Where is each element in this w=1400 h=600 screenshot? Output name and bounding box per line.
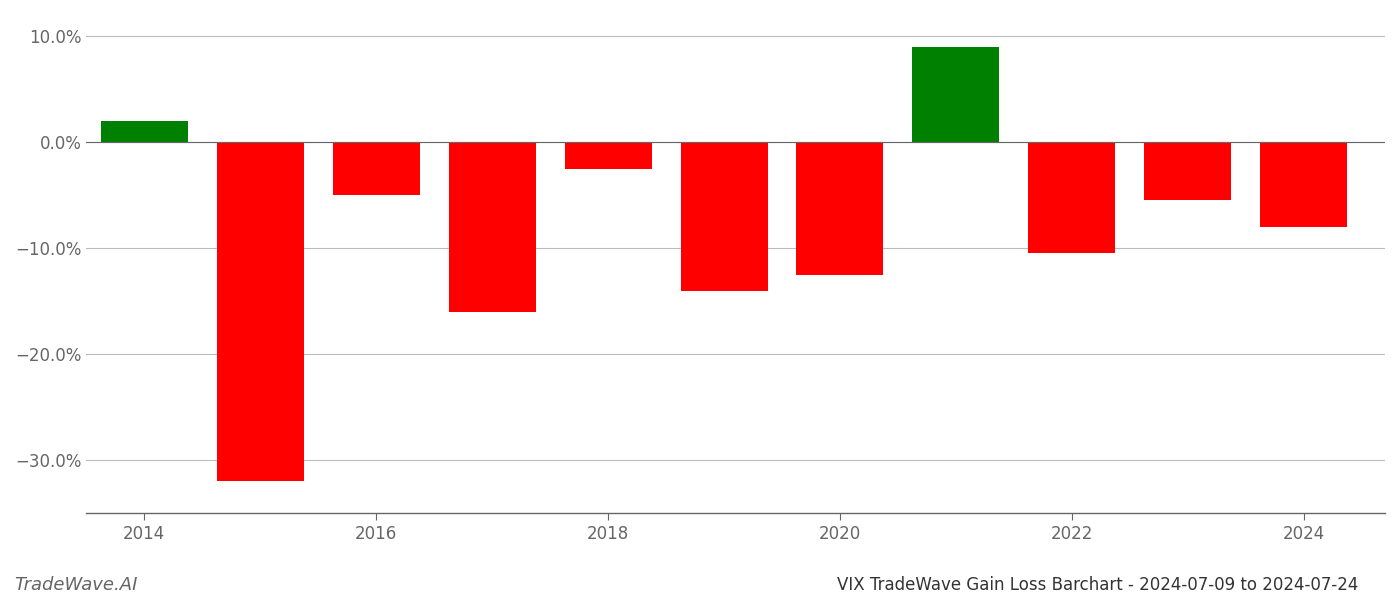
Bar xyxy=(680,142,767,290)
Bar xyxy=(913,47,1000,142)
Bar xyxy=(1260,142,1347,227)
Bar xyxy=(564,142,651,169)
Text: TradeWave.AI: TradeWave.AI xyxy=(14,576,137,594)
Bar xyxy=(101,121,188,142)
Bar xyxy=(333,142,420,195)
Bar xyxy=(1144,142,1232,200)
Bar xyxy=(448,142,536,312)
Bar xyxy=(217,142,304,481)
Text: VIX TradeWave Gain Loss Barchart - 2024-07-09 to 2024-07-24: VIX TradeWave Gain Loss Barchart - 2024-… xyxy=(837,576,1358,594)
Bar xyxy=(1029,142,1116,253)
Bar xyxy=(797,142,883,275)
